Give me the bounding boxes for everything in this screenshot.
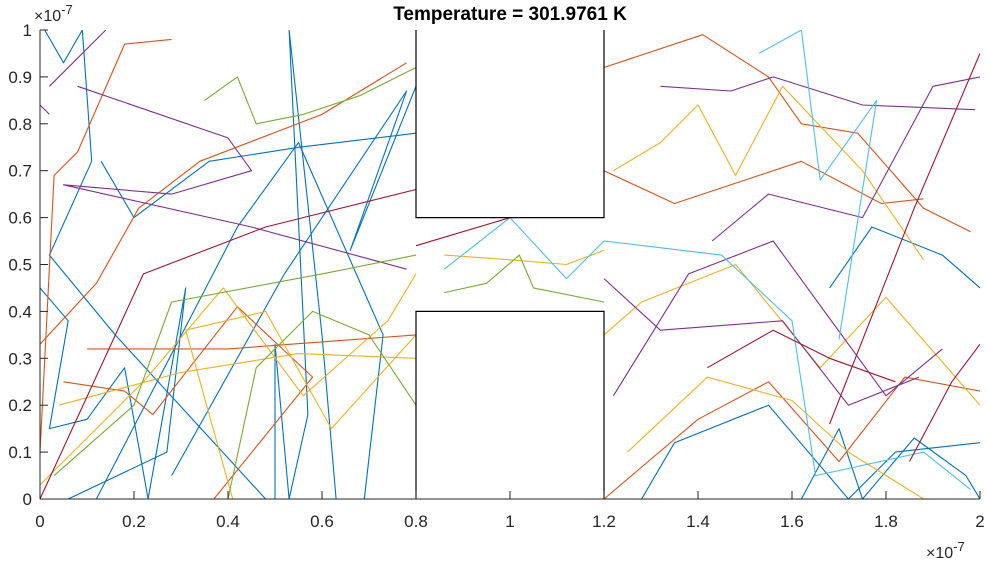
particle-trajectory-6 — [641, 404, 980, 499]
particle-trajectory-15 — [603, 160, 924, 205]
x-tick-label: 0.4 — [216, 512, 240, 531]
box-layer — [415, 30, 605, 499]
y-exponent-label: ×10-7 — [34, 2, 73, 25]
x-tick-label: 0.6 — [310, 512, 334, 531]
particle-trajectory-33 — [444, 254, 605, 303]
y-tick-label: 0.4 — [8, 302, 32, 321]
particle-trajectory-39 — [829, 53, 980, 425]
x-tick-label: 1.8 — [874, 512, 898, 531]
x-tick-label: 0 — [35, 512, 44, 531]
particle-trajectory-5 — [100, 132, 417, 219]
particle-trajectory-8 — [829, 226, 980, 289]
particle-trajectory-3 — [171, 86, 417, 476]
particle-trajectory-9 — [40, 62, 407, 345]
particle-trajectory-4 — [274, 30, 337, 499]
y-tick-label: 0.6 — [8, 209, 32, 228]
particle-trajectory-24 — [40, 104, 50, 115]
y-tick-label: 1 — [23, 21, 32, 40]
particle-trajectory-38 — [707, 329, 896, 383]
y-tick-label: 0.1 — [8, 443, 32, 462]
particle-trajectory-32 — [227, 310, 417, 499]
particle-trajectory-17 — [58, 353, 417, 406]
chart-title: Temperature = 301.9761 K — [393, 4, 627, 25]
particle-trajectory-11 — [63, 306, 314, 499]
x-tick-label: 1.2 — [592, 512, 616, 531]
x-tick-label: 1.4 — [686, 512, 710, 531]
x-tick-label: 0.2 — [122, 512, 146, 531]
x-tick-label: 1.6 — [780, 512, 804, 531]
particle-trajectory-10 — [40, 38, 172, 453]
series-layer — [40, 30, 980, 499]
particle-trajectory-23 — [49, 30, 107, 87]
particle-trajectory-20 — [613, 85, 925, 261]
particle-trajectory-13 — [603, 34, 971, 233]
particle-trajectory-28 — [711, 76, 980, 242]
particle-trajectory-40 — [909, 343, 980, 462]
particle-trajectory-16 — [40, 273, 417, 486]
particle-trajectory-27 — [660, 76, 976, 111]
top-box — [415, 30, 605, 219]
particle-trajectory-30 — [53, 254, 417, 477]
particle-trajectory-12 — [87, 334, 417, 350]
particle-trajectory-34 — [443, 217, 971, 491]
particle-trajectory-18 — [185, 310, 417, 499]
x-exponent-label: ×10-7 — [926, 539, 965, 562]
x-tick-label: 1 — [505, 512, 514, 531]
particle-trajectory-36 — [40, 188, 417, 499]
x-tick-label: 0.8 — [404, 512, 428, 531]
y-tick-label: 0.2 — [8, 396, 32, 415]
y-tick-label: 0.5 — [8, 256, 32, 275]
particle-trajectory-25 — [62, 85, 407, 270]
x-tick-label: 2 — [975, 512, 984, 531]
y-tick-label: 0.9 — [8, 68, 32, 87]
y-tick-label: 0.7 — [8, 162, 32, 181]
particle-trajectory-14 — [603, 376, 980, 499]
particle-trajectory-7 — [800, 428, 980, 499]
particle-trajectory-31 — [204, 67, 417, 125]
axis-layer: 0 0.2 0.4 0.6 0.8 1 1.2 1.4 1.6 1.8 2 0 0.1 0.2 0.3 0.4… — [8, 2, 984, 562]
particle-trajectory-35 — [758, 30, 878, 340]
particle-trajectory-2 — [95, 142, 384, 499]
particle-trajectory-29 — [612, 240, 943, 397]
particle-trajectory-22 — [444, 249, 605, 266]
y-tick-label: 0.3 — [8, 349, 32, 368]
particle-trajectory-21 — [627, 376, 924, 499]
y-tick-label: 0 — [23, 490, 32, 509]
y-tick-label: 0.8 — [8, 115, 32, 134]
particle-trajectory-26 — [603, 278, 920, 406]
bottom-box — [415, 310, 605, 499]
